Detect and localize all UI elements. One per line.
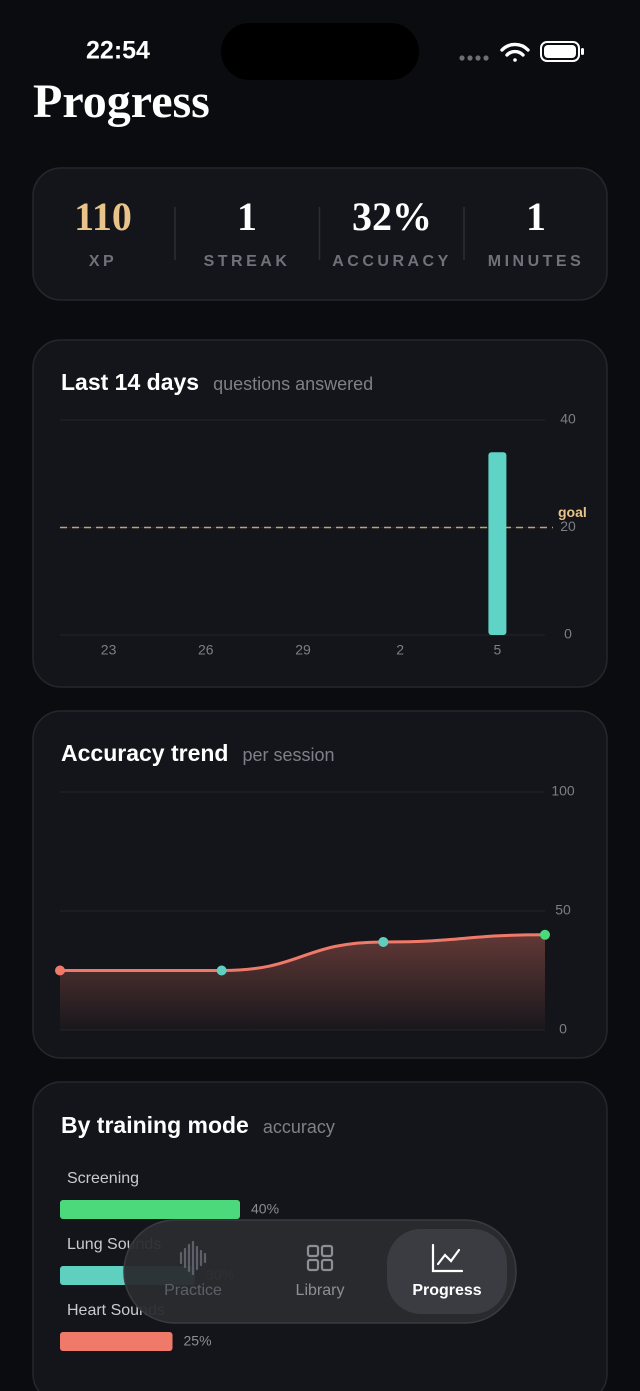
card-title: By training mode bbox=[61, 1112, 249, 1138]
card-title: Accuracy trend bbox=[61, 740, 228, 766]
point bbox=[55, 965, 65, 976]
value-label: 40% bbox=[251, 1201, 279, 1217]
y-tick-label: 20 bbox=[560, 518, 576, 534]
stat-label: STREAK bbox=[204, 253, 291, 270]
daily-chart: Last 14 days questions answered 0 20 40 goal 2… bbox=[60, 369, 587, 658]
y-tick-label: 40 bbox=[560, 411, 576, 427]
card-subtitle: questions answered bbox=[213, 374, 373, 394]
value-label: 25% bbox=[184, 1333, 212, 1349]
tab-items: Practice Library Progress bbox=[164, 1229, 507, 1314]
tab-label[interactable]: Practice bbox=[164, 1282, 222, 1299]
stat-value: 1 bbox=[526, 194, 546, 239]
tab-label[interactable]: Library bbox=[296, 1282, 345, 1299]
y-tick-label: 50 bbox=[555, 902, 571, 918]
card-title: Last 14 days bbox=[61, 369, 199, 395]
daily-card bbox=[32, 339, 608, 688]
card-subtitle: per session bbox=[242, 745, 334, 765]
x-tick-label: 2 bbox=[396, 642, 404, 658]
bar bbox=[60, 1332, 173, 1351]
battery-icon bbox=[540, 41, 584, 62]
stat-label: ACCURACY bbox=[332, 253, 452, 270]
stat-label: XP bbox=[89, 253, 117, 270]
tab-icon bbox=[179, 1240, 207, 1276]
bar bbox=[60, 1200, 240, 1219]
stat-value: 32% bbox=[352, 194, 432, 239]
page-title: Progress bbox=[33, 75, 210, 128]
wifi-icon bbox=[500, 42, 530, 62]
point bbox=[216, 965, 227, 976]
x-tick-label: 26 bbox=[198, 642, 214, 658]
line-area bbox=[60, 934, 545, 1030]
y-tick-label: 0 bbox=[564, 626, 572, 642]
icon-stroke bbox=[306, 1258, 320, 1272]
icon-stroke bbox=[320, 1244, 334, 1258]
x-tick-label: 5 bbox=[494, 642, 502, 658]
stat-value: 1 bbox=[237, 194, 257, 239]
card-subtitle: accuracy bbox=[263, 1117, 335, 1137]
bar bbox=[488, 452, 507, 635]
mode-label: Screening bbox=[67, 1170, 139, 1187]
point bbox=[540, 929, 550, 940]
line bbox=[59, 933, 546, 973]
dynamic-island bbox=[221, 23, 419, 80]
icon-stroke bbox=[436, 1248, 461, 1266]
signal-icon bbox=[459, 55, 489, 61]
tab-icon bbox=[306, 1244, 334, 1272]
accuracy-chart: Accuracy trend per session 0 50 100 bbox=[55, 740, 575, 1037]
tab-label[interactable]: Progress bbox=[412, 1282, 481, 1299]
x-tick-label: 23 bbox=[101, 642, 117, 658]
stat-label: MINUTES bbox=[488, 253, 585, 270]
stats-row: 110 XP 1 STREAK 32% ACCURACY 1 MINUTES bbox=[74, 194, 585, 270]
icon-stroke bbox=[431, 1243, 464, 1273]
x-tick-label: 29 bbox=[295, 642, 311, 658]
icon-stroke bbox=[320, 1258, 334, 1272]
tab-icon bbox=[431, 1243, 464, 1273]
goal-label: goal bbox=[558, 504, 587, 520]
icon-stroke bbox=[306, 1244, 320, 1258]
y-tick-label: 0 bbox=[559, 1021, 567, 1037]
point bbox=[378, 936, 389, 947]
stat-value: 110 bbox=[74, 194, 132, 239]
status-time: 22:54 bbox=[86, 37, 150, 65]
y-tick-label: 100 bbox=[551, 783, 575, 799]
